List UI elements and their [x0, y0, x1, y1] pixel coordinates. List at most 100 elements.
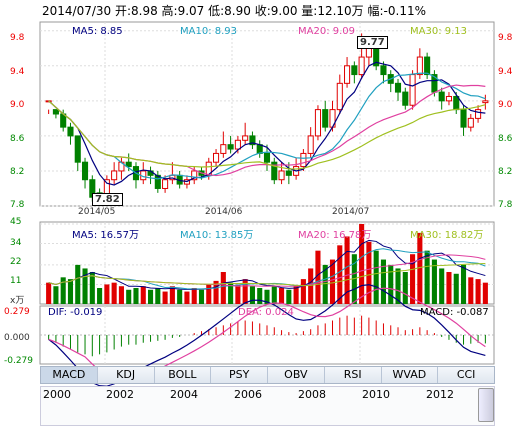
ma20-legend: MA20: 9.09 [298, 26, 356, 37]
tab-psy[interactable]: PSY [211, 367, 268, 383]
volume-bar [475, 279, 481, 304]
volume-bar [82, 268, 88, 304]
volume-bar [482, 282, 488, 304]
candle-body [460, 109, 467, 128]
volume-bar [97, 288, 103, 304]
volume-bar [162, 291, 168, 304]
macd-y-tick: 0.279 [4, 307, 30, 317]
tab-cci[interactable]: CCI [456, 368, 476, 381]
candle-body [358, 56, 365, 76]
candle-body [285, 170, 292, 176]
tab-rsi[interactable]: RSI [325, 367, 382, 383]
volume-bar [424, 250, 430, 304]
y-tick: 8.2 [10, 167, 25, 177]
volume-bar [351, 254, 357, 304]
candle-body [74, 135, 81, 163]
x-tick: 2014/07 [332, 207, 370, 217]
volume-bar [177, 289, 183, 304]
candle-body [409, 74, 416, 106]
volume-bar [228, 282, 234, 304]
year-label: 2000 [43, 388, 71, 401]
volume-bar [344, 236, 350, 304]
volume-bar [300, 279, 306, 304]
candle-body [300, 152, 307, 168]
candle-body [475, 109, 482, 119]
candle-body [365, 47, 372, 58]
volume-bar [235, 284, 241, 304]
candle-body [249, 135, 256, 146]
candle-body [482, 100, 489, 104]
candle-body [256, 144, 263, 154]
volume-bar [169, 286, 175, 304]
y-tick-right: 8.6 [498, 134, 513, 144]
x-tick: 2014/05 [78, 207, 116, 217]
candle-body [220, 144, 227, 154]
volume-bar [133, 288, 139, 304]
volume-bar [206, 284, 212, 304]
y-tick-right: 7.8 [498, 200, 513, 210]
tab-macd[interactable]: MACD [41, 367, 98, 383]
candle-body [81, 161, 89, 181]
candle-body [242, 135, 249, 141]
y-tick: 9.8 [10, 33, 25, 43]
candle-body [271, 161, 278, 181]
tab-wvad[interactable]: WVAD [382, 367, 439, 383]
volume-bar [373, 250, 379, 304]
candle-body [234, 139, 241, 150]
volume-bar [89, 272, 95, 304]
volume-bar [460, 264, 467, 304]
volume-bar [104, 284, 110, 304]
volume-bar [329, 259, 336, 304]
vol-y-tick: 34 [10, 238, 22, 248]
volume-bar [286, 289, 292, 304]
vol-ma30-line [48, 263, 486, 287]
volume-bar [315, 250, 321, 304]
volume-bar [118, 286, 124, 304]
volume-bar [264, 289, 270, 304]
candle-body [336, 82, 343, 111]
year-label: 2012 [426, 388, 454, 401]
year-label: 2010 [362, 388, 390, 401]
volume-bar [395, 268, 401, 304]
volume-bar [220, 272, 226, 304]
y-tick-right: 9.0 [498, 100, 513, 110]
candle-body [191, 170, 198, 181]
tab-obv[interactable]: OBV [268, 367, 325, 383]
y-tick-right: 9.4 [498, 67, 513, 77]
vol-unit: x万 [10, 296, 25, 306]
macd-y-tick: -0.279 [4, 356, 34, 366]
volume-bar [366, 241, 372, 304]
vol-ma5-line [48, 239, 486, 290]
candle-body [394, 82, 402, 93]
y-tick: 9.0 [10, 100, 25, 110]
volume-bar [446, 272, 452, 304]
ma30-line [48, 100, 486, 170]
ma10-legend: MA10: 8.93 [180, 26, 238, 37]
candle-body [351, 65, 358, 76]
volume-bar [402, 272, 408, 304]
tab-kdj[interactable]: KDJ [98, 367, 155, 383]
vol-y-tick: 45 [10, 217, 22, 227]
candle-body [380, 65, 387, 76]
candle-body [205, 161, 212, 176]
price-panel-frame [39, 21, 495, 207]
volume-bar [257, 288, 263, 304]
volume-bar [308, 268, 314, 304]
volume-bar [271, 286, 277, 304]
tab-boll[interactable]: BOLL [155, 367, 212, 383]
year-range-navigator[interactable]: 2000 2002 2004 2006 2008 2010 2012 [40, 386, 495, 426]
year-label: 2002 [106, 388, 134, 401]
vol-y-tick: 11 [10, 276, 22, 286]
candle-body [467, 117, 474, 128]
candle-body [263, 152, 271, 163]
volume-bar [147, 289, 154, 304]
candle-body [227, 144, 234, 150]
volume-bar [468, 277, 474, 304]
candle-body [52, 109, 59, 115]
candle-body [213, 152, 220, 163]
candle-body [416, 56, 423, 76]
range-drag-handle[interactable] [478, 388, 494, 422]
ma10-line [48, 72, 486, 180]
vol-ma10-legend: MA10: 13.85万 [180, 230, 254, 241]
